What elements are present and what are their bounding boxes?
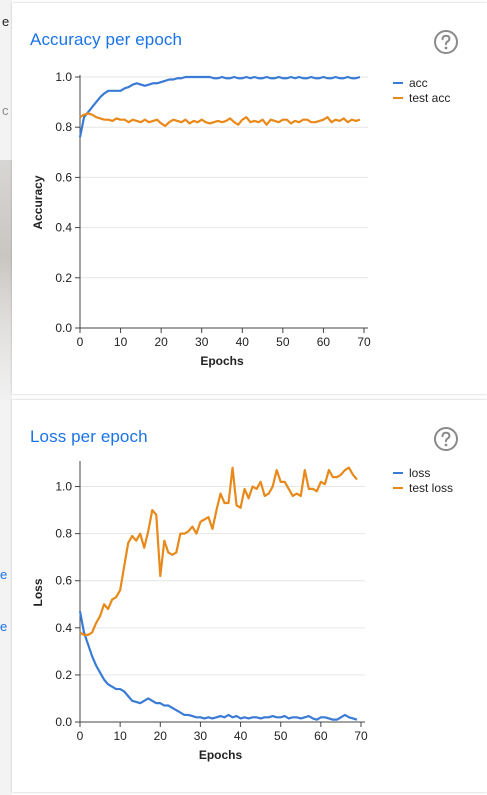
y-tick-label: 0.6 [55,574,72,588]
chart-title: Accuracy per epoch [30,30,183,49]
legend-label: loss [409,466,430,480]
x-tick-label: 40 [234,729,248,743]
accuracy-card: Accuracy per epoch 0.0 0.2 0.4 0.6 0.8 1.0 0 10… [12,3,487,394]
x-tick-label: 30 [195,335,209,349]
series-line-loss [78,611,358,721]
x-axis-title: Epochs [199,748,243,762]
x-tick-label: 70 [357,335,371,349]
loss-chart: 0.0 0.2 0.4 0.6 0.8 1.0 0 10 20 30 40 50 60 70 Epochs L… [31,461,453,762]
background-link[interactable]: e [0,619,8,634]
x-tick-label: 40 [236,335,250,349]
help-circle-icon[interactable] [433,29,459,55]
y-tick-label: 0.4 [55,621,72,635]
x-tick-label: 10 [114,335,128,349]
y-tick-label: 0.2 [55,668,72,682]
background-link[interactable]: e [0,567,8,582]
y-tick-label: 0.4 [55,221,72,235]
loss-card: Loss per epoch 0.0 0.2 0.4 0.6 0.8 1.0 0 10 20 30… [12,400,487,792]
y-tick-label: 0.8 [55,527,72,541]
x-tick-label: 0 [77,335,84,349]
legend-label: test acc [409,91,450,105]
x-tick-label: 30 [194,729,208,743]
y-axis-title: Loss [31,578,45,606]
x-tick-label: 70 [354,729,368,743]
x-tick-label: 50 [274,729,288,743]
x-tick-label: 0 [77,729,84,743]
accuracy-chart: 0.0 0.2 0.4 0.6 0.8 1.0 0 10 20 30 40 50 60 70 Epochs A… [31,70,450,368]
x-tick-label: 20 [154,335,168,349]
x-tick-label: 20 [154,729,168,743]
background-text: e [2,14,10,29]
series-line-test-acc [79,112,361,128]
legend-label: acc [409,76,428,90]
series-line-test-loss [79,466,358,636]
y-tick-label: 0.0 [55,321,72,335]
help-circle-icon[interactable] [433,426,459,452]
legend-label: test loss [409,481,453,495]
x-tick-label: 50 [276,335,290,349]
x-tick-label: 10 [113,729,127,743]
background-text: c [2,103,9,118]
y-tick-label: 1.0 [55,480,72,494]
y-tick-label: 0.6 [55,170,72,184]
y-tick-label: 1.0 [55,70,72,84]
y-tick-label: 0.8 [55,120,72,134]
chart-title: Loss per epoch [30,427,148,446]
x-tick-label: 60 [317,335,331,349]
y-axis-title: Accuracy [31,175,45,229]
background-image [0,160,12,400]
x-tick-label: 60 [314,729,328,743]
x-axis-title: Epochs [200,354,244,368]
y-tick-label: 0.2 [55,271,72,285]
series-line-acc [78,75,361,138]
y-tick-label: 0.0 [55,715,72,729]
